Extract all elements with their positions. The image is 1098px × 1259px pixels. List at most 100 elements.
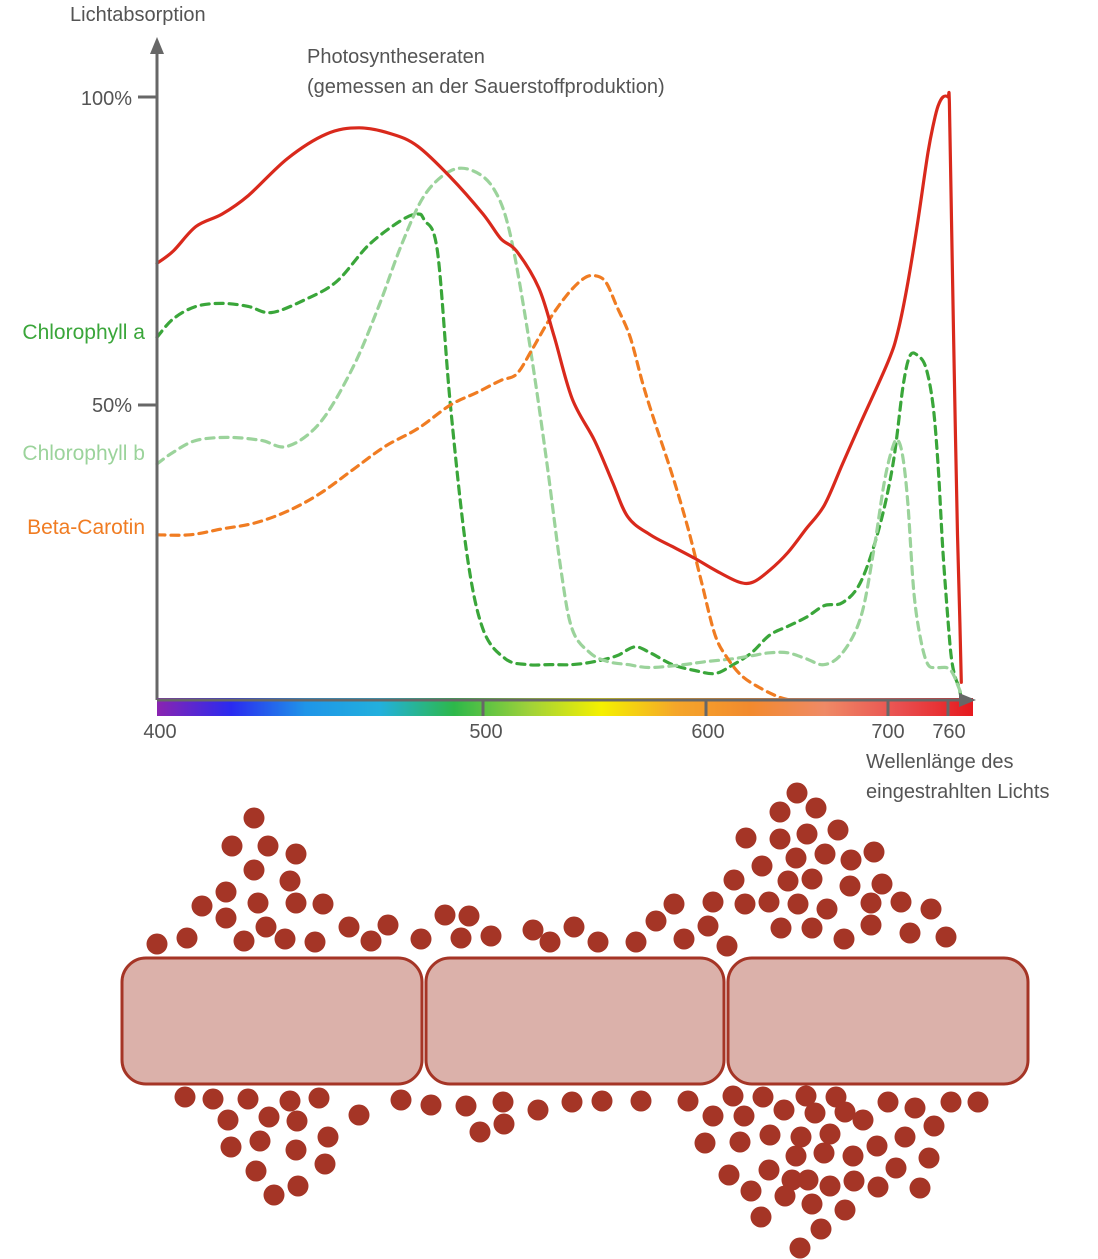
oxygen-bubble	[377, 914, 399, 936]
oxygen-bubble	[723, 869, 745, 891]
oxygen-bubble	[215, 881, 237, 903]
algae-cell-1	[120, 956, 424, 1086]
x-tick-label-400: 400	[143, 721, 176, 743]
oxygen-bubble	[563, 916, 585, 938]
oxygen-bubble	[202, 1088, 224, 1110]
oxygen-bubble	[279, 870, 301, 892]
oxygen-bubble	[191, 895, 213, 917]
oxygen-bubble	[789, 1237, 811, 1259]
oxygen-bubble	[871, 873, 893, 895]
oxygen-bubble	[317, 1126, 339, 1148]
oxygen-bubble	[819, 1123, 841, 1145]
series-labels: Chlorophyll a Chlorophyll b Beta-Carotin	[22, 321, 145, 539]
oxygen-bubble	[249, 1130, 271, 1152]
oxygen-bubble	[801, 868, 823, 890]
oxygen-bubble	[338, 916, 360, 938]
algae-cell-3	[726, 956, 1030, 1086]
oxygen-bubble	[801, 1193, 823, 1215]
oxygen-bubble	[237, 1088, 259, 1110]
oxygen-bubble	[217, 1109, 239, 1131]
axes	[138, 37, 976, 716]
y-tick-label-100: 100%	[81, 88, 132, 110]
oxygen-bubble	[663, 893, 685, 915]
oxygen-bubble	[920, 898, 942, 920]
spectrum-bar	[157, 698, 973, 716]
oxygen-bubble	[527, 1099, 549, 1121]
oxygen-bubble	[904, 1097, 926, 1119]
oxygen-bubble	[785, 1145, 807, 1167]
oxygen-bubble	[777, 870, 799, 892]
oxygen-bubble	[493, 1113, 515, 1135]
oxygen-bubble	[522, 919, 544, 941]
oxygen-bubble	[909, 1177, 931, 1199]
annotation-line2: (gemessen an der Sauerstoffproduktion)	[307, 76, 665, 98]
oxygen-bubble	[735, 827, 757, 849]
oxygen-bubble	[539, 931, 561, 953]
oxygen-bubbles	[146, 782, 989, 1259]
oxygen-bubble	[816, 898, 838, 920]
oxygen-bubble	[257, 835, 279, 857]
oxygen-bubble	[360, 930, 382, 952]
oxygen-bubble	[587, 931, 609, 953]
oxygen-bubble	[840, 849, 862, 871]
oxygen-bubble	[769, 828, 791, 850]
oxygen-bubble	[285, 1139, 307, 1161]
oxygen-bubble	[480, 925, 502, 947]
label-chlorophyll-b: Chlorophyll b	[22, 442, 145, 465]
oxygen-bubble	[673, 928, 695, 950]
oxygen-bubble	[787, 893, 809, 915]
oxygen-bubble	[279, 1090, 301, 1112]
oxygen-bubble	[885, 1157, 907, 1179]
oxygen-bubble	[860, 892, 882, 914]
oxygen-bubble	[866, 1135, 888, 1157]
oxygen-bubble	[314, 1153, 336, 1175]
annotation-line1: Photosyntheseraten	[307, 46, 485, 68]
oxygen-bubble	[781, 1169, 803, 1191]
oxygen-bubble	[263, 1184, 285, 1206]
oxygen-bubble	[243, 859, 265, 881]
oxygen-bubble	[716, 935, 738, 957]
oxygen-bubble	[286, 1110, 308, 1132]
oxygen-bubble	[215, 907, 237, 929]
oxygen-bubble	[805, 797, 827, 819]
oxygen-bubble	[348, 1104, 370, 1126]
oxygen-bubble	[863, 841, 885, 863]
oxygen-bubble	[420, 1094, 442, 1116]
oxygen-bubble	[729, 1131, 751, 1153]
oxygen-bubble	[819, 1175, 841, 1197]
oxygen-bubble	[923, 1115, 945, 1137]
oxygen-bubble	[733, 1105, 755, 1127]
series-chlorophyll-b	[155, 166, 963, 696]
oxygen-bubble	[827, 819, 849, 841]
oxygen-bubble	[492, 1091, 514, 1113]
oxygen-bubble	[455, 1095, 477, 1117]
x-tick-label-600: 600	[691, 721, 724, 743]
oxygen-bubble	[591, 1090, 613, 1112]
oxygen-bubble	[877, 1091, 899, 1113]
series-beta-carotin	[155, 273, 792, 702]
oxygen-bubble	[220, 1136, 242, 1158]
x-tick-label-700: 700	[871, 721, 904, 743]
algae-filament	[120, 956, 1030, 1086]
oxygen-bubble	[174, 1086, 196, 1108]
oxygen-bubble	[770, 917, 792, 939]
oxygen-bubble	[773, 1099, 795, 1121]
oxygen-bubble	[967, 1091, 989, 1113]
oxygen-bubble	[834, 1101, 856, 1123]
oxygen-bubble	[867, 1176, 889, 1198]
y-axis-arrow	[150, 37, 164, 54]
oxygen-bubble	[899, 922, 921, 944]
oxygen-bubble	[221, 835, 243, 857]
oxygen-bubble	[722, 1085, 744, 1107]
oxygen-bubble	[795, 1085, 817, 1107]
oxygen-bubble	[312, 893, 334, 915]
oxygen-bubble	[758, 1159, 780, 1181]
series-photosyntheseraten	[155, 90, 963, 684]
oxygen-bubble	[801, 917, 823, 939]
oxygen-bubble	[561, 1091, 583, 1113]
oxygen-bubble	[759, 1124, 781, 1146]
oxygen-bubble	[810, 1218, 832, 1240]
oxygen-bubble	[308, 1087, 330, 1109]
series-layer	[155, 90, 963, 702]
